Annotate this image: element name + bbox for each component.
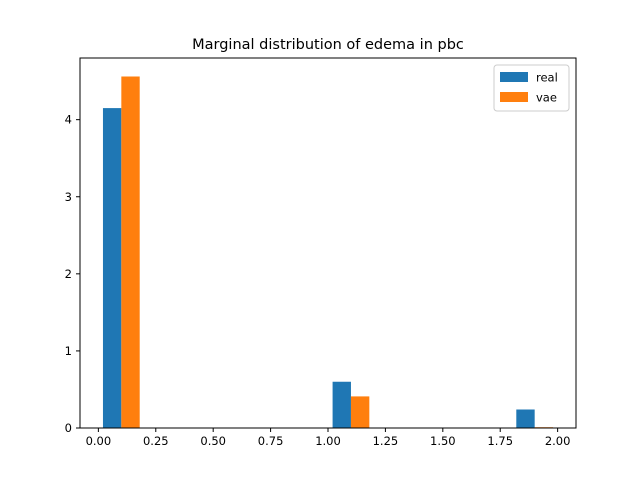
x-tick-label: 0.75: [258, 434, 284, 448]
bar-vae-bin-0: [121, 76, 140, 428]
bars-layer: [102, 76, 554, 428]
x-axis: 0.00 0.25 0.50 0.75 1.00 1.25 1.50 1.75 2.00: [86, 428, 571, 448]
y-axis: 0 1 2 3 4: [65, 113, 80, 435]
x-tick-label: 1.75: [487, 434, 513, 448]
y-tick-label: 4: [65, 113, 72, 127]
legend-label-real: real: [536, 71, 558, 85]
x-tick-label: 1.00: [315, 434, 341, 448]
x-tick-label: 1.50: [430, 434, 456, 448]
chart-title: Marginal distribution of edema in pbc: [192, 37, 464, 53]
y-tick-label: 1: [65, 344, 72, 358]
x-tick-label: 2.00: [545, 434, 571, 448]
x-tick-label: 0.50: [200, 434, 226, 448]
x-tick-label: 0.00: [86, 434, 112, 448]
bar-real-bin-9: [516, 409, 535, 428]
bar-real-bin-0: [102, 108, 122, 428]
bar-vae-bin-5: [350, 396, 370, 428]
y-tick-label: 3: [65, 190, 72, 204]
y-tick-label: 0: [65, 421, 72, 435]
legend: real vae: [493, 64, 570, 112]
legend-label-vae: vae: [536, 91, 557, 105]
x-tick-label: 0.25: [143, 434, 169, 448]
x-tick-label: 1.25: [373, 434, 399, 448]
bar-real-bin-5: [332, 381, 351, 428]
legend-swatch-vae: [500, 92, 528, 102]
plot-frame: [79, 57, 577, 429]
y-tick-label: 2: [65, 267, 72, 281]
legend-swatch-real: [500, 72, 528, 82]
